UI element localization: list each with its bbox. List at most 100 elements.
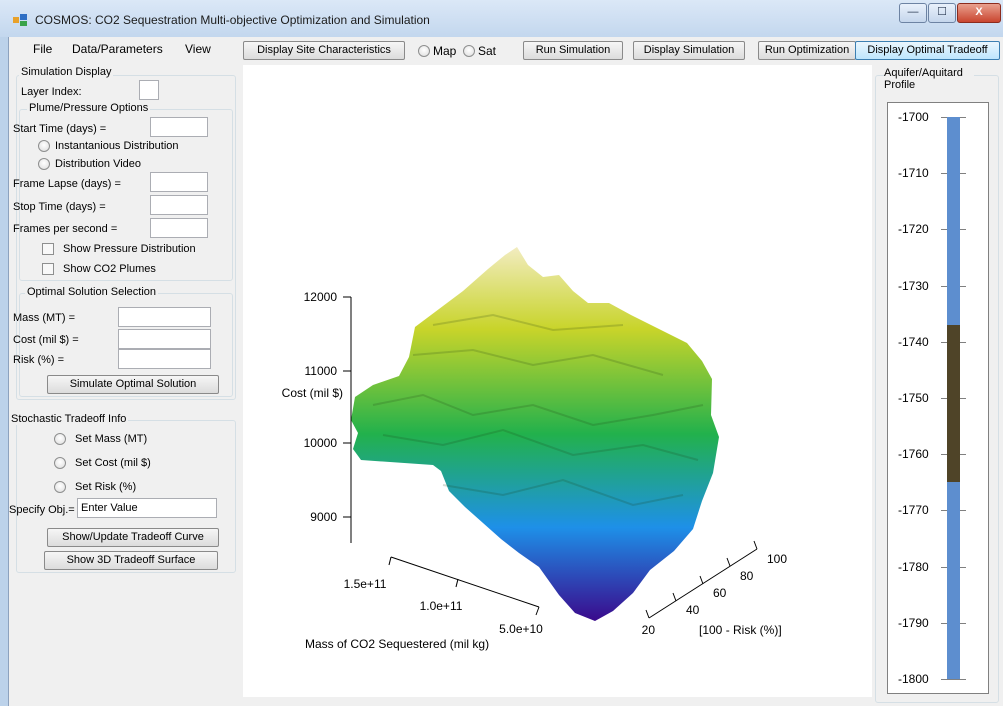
frames-per-second-label: Frames per second = (13, 223, 118, 235)
mass-axis-tick (535, 606, 540, 616)
distribution-video-radio[interactable] (38, 158, 50, 170)
depth-tick-mark (941, 679, 966, 680)
show-update-tradeoff-curve-button[interactable]: Show/Update Tradeoff Curve (47, 528, 219, 547)
frame-lapse-label: Frame Lapse (days) = (13, 178, 121, 190)
surface-ridge (432, 313, 624, 332)
specify-objective-label: Specify Obj.= (9, 504, 75, 516)
show-pressure-checkbox[interactable] (42, 243, 54, 255)
depth-tick-label: -1770 (898, 503, 929, 518)
stop-time-input[interactable] (150, 195, 208, 215)
set-cost-label: Set Cost (mil $) (75, 457, 151, 469)
depth-tick-label: -1800 (898, 672, 929, 686)
depth-tick-label: -1750 (898, 391, 929, 405)
menu-data-parameters[interactable]: Data/Parameters (72, 42, 163, 56)
title-bar: COSMOS: CO2 Sequestration Multi-objectiv… (0, 0, 1003, 37)
sat-radio[interactable] (463, 45, 475, 57)
simulation-display-group (16, 75, 236, 400)
risk-tick-label: 100 (767, 552, 787, 566)
mass-axis-label: Mass of CO2 Sequestered (mil kg) (305, 637, 489, 651)
aquifer-profile-panel: -1700 -1710 -1720 -1730 -1740 -1750 -1760 -1770… (887, 102, 989, 694)
risk-tick-label: 80 (740, 569, 754, 583)
risk-tick-label: 40 (686, 603, 700, 617)
risk-axis-tick (753, 540, 758, 550)
show-co2-plumes-label: Show CO2 Plumes (63, 263, 156, 275)
distribution-video-label: Distribution Video (55, 158, 142, 170)
risk-tick-label: 60 (713, 586, 727, 600)
mass-axis-tick (388, 556, 392, 566)
tradeoff-surface (351, 247, 719, 621)
risk-axis-tick (645, 609, 650, 619)
simulation-display-title: Simulation Display (19, 66, 114, 78)
depth-tick-label: -1720 (898, 222, 929, 237)
minimize-button[interactable]: — (899, 3, 927, 23)
run-simulation-button[interactable]: Run Simulation (523, 41, 623, 60)
menu-file[interactable]: File (33, 42, 53, 56)
risk-label: Risk (%) = (13, 354, 65, 366)
plume-pressure-title: Plume/Pressure Options (27, 102, 151, 114)
map-radio[interactable] (418, 45, 430, 57)
surface-shading (372, 313, 704, 507)
close-button[interactable]: X (957, 3, 1001, 23)
depth-tick-label: -1700 (898, 110, 929, 124)
risk-axis-tick (699, 575, 704, 585)
mass-axis (390, 556, 540, 608)
sat-radio-label: Sat (478, 44, 497, 58)
display-simulation-button[interactable]: Display Simulation (633, 41, 745, 60)
menu-view[interactable]: View (185, 42, 211, 56)
surface-ridge (442, 478, 684, 507)
run-optimization-button[interactable]: Run Optimization (758, 41, 856, 60)
risk-axis-label: [100 - Risk (%)] (699, 623, 782, 637)
start-time-input[interactable] (150, 117, 208, 137)
set-mass-radio[interactable] (54, 433, 66, 445)
mass-tick-label: 1.5e+11 (344, 577, 387, 591)
depth-tick-label: -1790 (898, 615, 929, 630)
cost-tick-label: 10000 (304, 436, 338, 450)
tradeoff-surface-plot: 12000 11000 10000 9000 Cost (mil $) 1.5e… (282, 247, 787, 651)
set-mass-label: Set Mass (MT) (75, 433, 148, 445)
mass-axis-tick (455, 578, 459, 588)
layer-index-input[interactable] (139, 80, 159, 100)
stop-time-label: Stop Time (days) = (13, 201, 106, 213)
show-3d-tradeoff-surface-button[interactable]: Show 3D Tradeoff Surface (44, 551, 218, 570)
frames-per-second-input[interactable] (150, 218, 208, 238)
mass-tick-label: 5.0e+10 (499, 622, 543, 636)
depth-tick-label: -1740 (898, 334, 929, 349)
specify-objective-input[interactable]: Enter Value (77, 498, 217, 518)
cost-axis-label: Cost (mil $) (282, 386, 343, 400)
depth-tick-label: -1760 (898, 447, 929, 462)
map-radio-label: Map (433, 44, 457, 58)
depth-tick-label: -1710 (898, 166, 929, 181)
plot-axes (343, 296, 758, 619)
display-site-characteristics-button[interactable]: Display Site Characteristics (243, 41, 405, 60)
simulate-optimal-solution-button[interactable]: Simulate Optimal Solution (47, 375, 219, 394)
surface-ridge (382, 428, 699, 461)
depth-tick-label: -1780 (898, 559, 929, 574)
aquifer-profile-title: Aquifer/Aquitard Profile (884, 67, 974, 91)
display-optimal-tradeoff-button[interactable]: Display Optimal Tradeoff (855, 41, 1000, 60)
frame-lapse-input[interactable] (150, 172, 208, 192)
maximize-button[interactable]: ☐ (928, 3, 956, 23)
instantaneous-distribution-label: Instantanious Distribution (55, 140, 179, 152)
risk-axis-tick (672, 592, 677, 602)
depth-tick-label: -1730 (898, 278, 929, 293)
cost-input[interactable] (118, 329, 211, 349)
stochastic-tradeoff-title: Stochastic Tradeoff Info (9, 413, 129, 425)
set-risk-radio[interactable] (54, 481, 66, 493)
cost-tick-label: 12000 (304, 290, 338, 304)
mass-input[interactable] (118, 307, 211, 327)
cost-label: Cost (mil $) = (13, 334, 79, 346)
show-co2-plumes-checkbox[interactable] (42, 263, 54, 275)
optimal-solution-title: Optimal Solution Selection (25, 286, 159, 298)
set-cost-radio[interactable] (54, 457, 66, 469)
layer-index-label: Layer Index: (21, 86, 82, 98)
cost-tick-label: 11000 (305, 364, 338, 378)
cost-tick-label: 9000 (310, 510, 337, 524)
window-title: COSMOS: CO2 Sequestration Multi-objectiv… (35, 13, 430, 27)
aquitard-bar (947, 324, 960, 483)
surface-ridge (372, 393, 704, 427)
instantaneous-distribution-radio[interactable] (38, 140, 50, 152)
start-time-label: Start Time (days) = (13, 123, 107, 135)
tradeoff-plot-canvas[interactable]: 12000 11000 10000 9000 Cost (mil $) 1.5e… (243, 65, 872, 697)
surface-ridge (412, 348, 664, 376)
risk-input[interactable] (118, 349, 211, 369)
